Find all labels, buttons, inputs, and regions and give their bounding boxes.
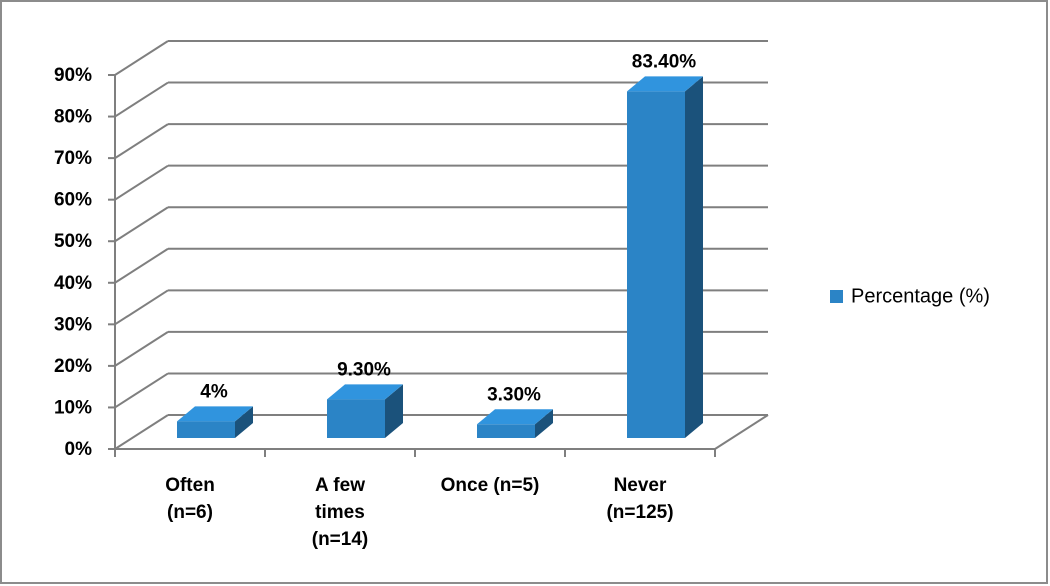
x-tick-label: Once (n=5): [440, 475, 540, 496]
x-tick-label: Often (n=6): [165, 475, 215, 523]
grid-line-side: [114, 164, 169, 201]
y-tick-label: 40%: [54, 273, 92, 294]
legend-swatch: [830, 290, 843, 303]
x-tick-label: A few times (n=14): [311, 475, 369, 550]
y-tick-label: 50%: [54, 231, 92, 252]
y-tick-label: 70%: [54, 148, 92, 169]
bar-side: [235, 406, 253, 438]
y-tick-label: 30%: [54, 314, 92, 335]
bar-side: [535, 409, 553, 438]
grid-line-side: [114, 81, 169, 118]
x-tick-label: Never (n=125): [606, 475, 674, 523]
data-label: 9.30%: [337, 359, 391, 380]
data-label: 4%: [200, 381, 228, 402]
grid-line-side: [114, 414, 169, 450]
y-tick-label: 20%: [54, 356, 92, 377]
bar: [477, 424, 535, 438]
bar-top: [627, 76, 703, 92]
grid-line-side: [114, 40, 169, 76]
y-tick-label: 0%: [65, 439, 93, 460]
grid-line-side: [114, 206, 169, 243]
data-label: 3.30%: [487, 384, 541, 405]
bar-top: [477, 409, 553, 425]
y-tick-label: 10%: [54, 397, 92, 418]
legend-label: Percentage (%): [851, 285, 990, 307]
bar-top: [177, 406, 253, 422]
grid-line-side: [114, 289, 169, 326]
grid-line-side: [114, 331, 169, 367]
bar: [177, 421, 235, 438]
bar-top: [327, 384, 403, 400]
floor-edge: [714, 414, 769, 450]
grid-line-side: [114, 123, 169, 159]
y-tick-label: 80%: [54, 107, 92, 128]
y-tick-label: 90%: [54, 65, 92, 86]
bar-side: [385, 384, 403, 438]
grid-line-side: [114, 372, 169, 409]
bar: [627, 91, 685, 438]
bar-side: [685, 76, 703, 438]
bar: [327, 399, 385, 438]
data-label: 83.40%: [632, 51, 697, 72]
grid-line-side: [114, 247, 169, 284]
y-tick-label: 60%: [54, 190, 92, 211]
